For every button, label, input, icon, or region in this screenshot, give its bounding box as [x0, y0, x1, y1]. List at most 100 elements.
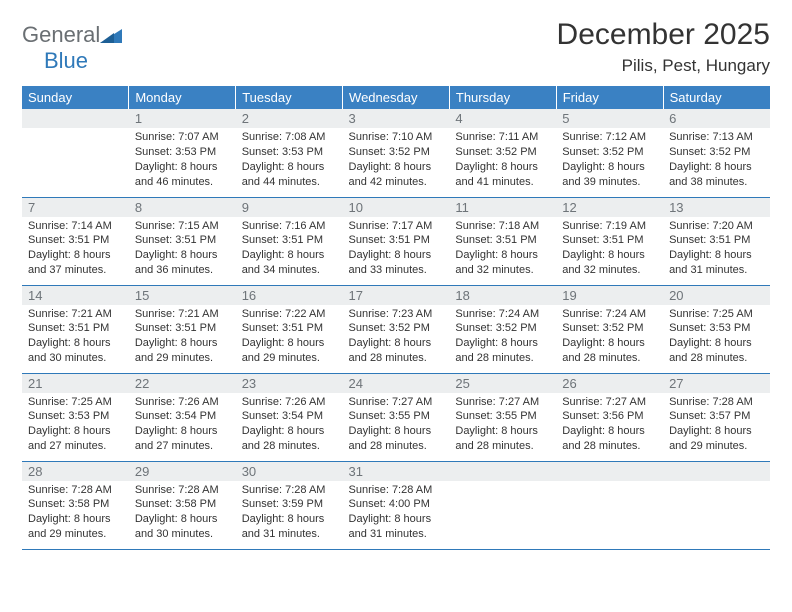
calendar-cell — [449, 461, 556, 549]
day-details: Sunrise: 7:20 AMSunset: 3:51 PMDaylight:… — [663, 217, 770, 282]
calendar-cell: 21Sunrise: 7:25 AMSunset: 3:53 PMDayligh… — [22, 373, 129, 461]
day-number: 29 — [129, 462, 236, 481]
day-details: Sunrise: 7:08 AMSunset: 3:53 PMDaylight:… — [236, 128, 343, 193]
logo-triangle-icon — [100, 27, 122, 48]
weekday-header: Friday — [556, 86, 663, 109]
daylight-line: Daylight: 8 hours and 37 minutes. — [28, 249, 111, 276]
daylight-line: Daylight: 8 hours and 29 minutes. — [669, 425, 752, 452]
day-number: 14 — [22, 286, 129, 305]
sunset-line: Sunset: 3:59 PM — [242, 498, 323, 510]
sunrise-line: Sunrise: 7:27 AM — [455, 396, 539, 408]
calendar-cell: 20Sunrise: 7:25 AMSunset: 3:53 PMDayligh… — [663, 285, 770, 373]
sunrise-line: Sunrise: 7:07 AM — [135, 131, 219, 143]
calendar-cell: 15Sunrise: 7:21 AMSunset: 3:51 PMDayligh… — [129, 285, 236, 373]
day-details: Sunrise: 7:28 AM Sunset: 3:58 PM Daylight:… — [22, 481, 129, 546]
calendar-cell — [556, 461, 663, 549]
sunrise-line: Sunrise: 7:24 AM — [562, 308, 646, 320]
daylight-line: Daylight: 8 hours and 27 minutes. — [135, 425, 218, 452]
sunrise-line: Sunrise: 7:13 AM — [669, 131, 753, 143]
calendar-cell: 29Sunrise: 7:28 AMSunset: 3:58 PMDayligh… — [129, 461, 236, 549]
sunset-line: Sunset: 3:51 PM — [28, 234, 109, 246]
day-number: 8 — [129, 198, 236, 217]
calendar-cell: 30Sunrise: 7:28 AMSunset: 3:59 PMDayligh… — [236, 461, 343, 549]
sunset-line: Sunset: 3:56 PM — [562, 410, 643, 422]
day-number: 1 — [129, 109, 236, 128]
day-number: 23 — [236, 374, 343, 393]
day-number: 5 — [556, 109, 663, 128]
page-header: General Blue December 2025 Pilis, Pest, … — [22, 18, 770, 76]
calendar-cell: 19Sunrise: 7:24 AMSunset: 3:52 PMDayligh… — [556, 285, 663, 373]
daylight-line: Daylight: 8 hours and 39 minutes. — [562, 161, 645, 188]
day-number: 12 — [556, 198, 663, 217]
daylight-line: Daylight: 8 hours and 28 minutes. — [242, 425, 325, 452]
daylight-line: Daylight: 8 hours and 34 minutes. — [242, 249, 325, 276]
day-number: 11 — [449, 198, 556, 217]
calendar-cell: 25Sunrise: 7:27 AMSunset: 3:55 PMDayligh… — [449, 373, 556, 461]
day-details: Sunrise: 7:25 AMSunset: 3:53 PMDaylight:… — [22, 393, 129, 458]
daylight-line: Daylight: 8 hours and 41 minutes. — [455, 161, 538, 188]
sunset-line: Sunset: 3:52 PM — [455, 146, 536, 158]
calendar-cell: 9Sunrise: 7:16 AMSunset: 3:51 PMDaylight… — [236, 197, 343, 285]
sunrise-line: Sunrise: 7:28 AM — [349, 484, 433, 496]
sunset-line: Sunset: 3:58 PM — [28, 498, 109, 510]
calendar-cell: 23Sunrise: 7:26 AMSunset: 3:54 PMDayligh… — [236, 373, 343, 461]
sunrise-line: Sunrise: 7:21 AM — [135, 308, 219, 320]
calendar-week-row: 28Sunrise: 7:28 AMSunset: 3:58 PMDayligh… — [22, 461, 770, 549]
calendar-cell: 2Sunrise: 7:08 AMSunset: 3:53 PMDaylight… — [236, 109, 343, 197]
day-number: 30 — [236, 462, 343, 481]
day-number: 24 — [343, 374, 450, 393]
sunset-line: Sunset: 3:51 PM — [669, 234, 750, 246]
sunset-line: Sunset: 4:00 PM — [349, 498, 430, 510]
day-number: 13 — [663, 198, 770, 217]
day-number: 4 — [449, 109, 556, 128]
sunrise-line: Sunrise: 7:18 AM — [455, 220, 539, 232]
day-number: 21 — [22, 374, 129, 393]
day-number: 15 — [129, 286, 236, 305]
sunrise-line: Sunrise: 7:12 AM — [562, 131, 646, 143]
day-number: 18 — [449, 286, 556, 305]
calendar-cell — [663, 461, 770, 549]
sunset-line: Sunset: 3:51 PM — [242, 234, 323, 246]
sunrise-line: Sunrise: 7:16 AM — [242, 220, 326, 232]
day-details: Sunrise: 7:11 AMSunset: 3:52 PMDaylight:… — [449, 128, 556, 193]
sunset-line: Sunset: 3:58 PM — [135, 498, 216, 510]
daylight-line: Daylight: 8 hours and 46 minutes. — [135, 161, 218, 188]
daylight-line: Daylight: 8 hours and 29 minutes. — [28, 513, 111, 540]
sunrise-line: Sunrise: 7:08 AM — [242, 131, 326, 143]
sunset-line: Sunset: 3:51 PM — [562, 234, 643, 246]
calendar-cell: 8Sunrise: 7:15 AMSunset: 3:51 PMDaylight… — [129, 197, 236, 285]
sunset-line: Sunset: 3:52 PM — [562, 146, 643, 158]
sunset-line: Sunset: 3:55 PM — [455, 410, 536, 422]
calendar-cell: 18Sunrise: 7:24 AMSunset: 3:52 PMDayligh… — [449, 285, 556, 373]
daylight-line: Daylight: 8 hours and 30 minutes. — [135, 513, 218, 540]
calendar-cell: 6Sunrise: 7:13 AMSunset: 3:52 PMDaylight… — [663, 109, 770, 197]
day-details: Sunrise: 7:15 AMSunset: 3:51 PMDaylight:… — [129, 217, 236, 282]
daylight-line: Daylight: 8 hours and 27 minutes. — [28, 425, 111, 452]
sunrise-line: Sunrise: 7:25 AM — [669, 308, 753, 320]
weekday-row: SundayMondayTuesdayWednesdayThursdayFrid… — [22, 86, 770, 109]
day-number: 20 — [663, 286, 770, 305]
calendar-cell: 4Sunrise: 7:11 AMSunset: 3:52 PMDaylight… — [449, 109, 556, 197]
weekday-header: Saturday — [663, 86, 770, 109]
sunset-line: Sunset: 3:51 PM — [455, 234, 536, 246]
day-details: Sunrise: 7:26 AMSunset: 3:54 PMDaylight:… — [236, 393, 343, 458]
day-number: 10 — [343, 198, 450, 217]
sunrise-line: Sunrise: 7:23 AM — [349, 308, 433, 320]
sunset-line: Sunset: 3:52 PM — [349, 322, 430, 334]
sunrise-line: Sunrise: 7:28 AM — [28, 484, 112, 496]
calendar-cell: 16Sunrise: 7:22 AMSunset: 3:51 PMDayligh… — [236, 285, 343, 373]
calendar-cell: 28Sunrise: 7:28 AMSunset: 3:58 PMDayligh… — [22, 461, 129, 549]
calendar-cell: 14Sunrise: 7:21 AMSunset: 3:51 PMDayligh… — [22, 285, 129, 373]
sunset-line: Sunset: 3:52 PM — [562, 322, 643, 334]
day-details: Sunrise: 7:21 AMSunset: 3:51 PMDaylight:… — [22, 305, 129, 370]
calendar-head: SundayMondayTuesdayWednesdayThursdayFrid… — [22, 86, 770, 109]
sunset-line: Sunset: 3:51 PM — [135, 322, 216, 334]
daylight-line: Daylight: 8 hours and 36 minutes. — [135, 249, 218, 276]
day-details: Sunrise: 7:17 AMSunset: 3:51 PMDaylight:… — [343, 217, 450, 282]
daylight-line: Daylight: 8 hours and 28 minutes. — [455, 337, 538, 364]
sunset-line: Sunset: 3:54 PM — [242, 410, 323, 422]
weekday-header: Tuesday — [236, 86, 343, 109]
sunset-line: Sunset: 3:51 PM — [135, 234, 216, 246]
day-details: Sunrise: 7:27 AMSunset: 3:55 PMDaylight:… — [449, 393, 556, 458]
calendar-week-row: 7Sunrise: 7:14 AMSunset: 3:51 PMDaylight… — [22, 197, 770, 285]
